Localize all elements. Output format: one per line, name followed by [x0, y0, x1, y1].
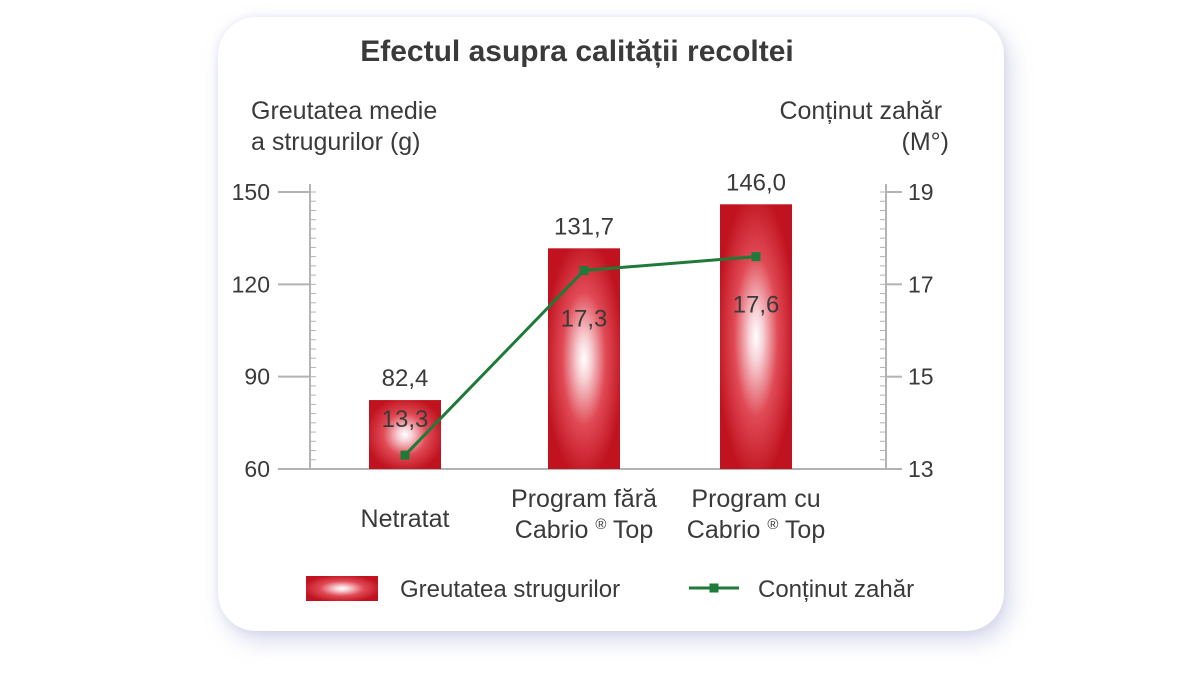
- line-point: [751, 252, 761, 262]
- category-label-line: Cabrio ® Top: [687, 516, 825, 544]
- y-right-title-line-2: (M°): [902, 128, 949, 156]
- y-right-tick-label: 17: [908, 271, 934, 297]
- y-right-axis-title: Conținut zahăr (M°): [779, 97, 949, 156]
- line-point: [400, 450, 410, 460]
- y-left-tick-label: 90: [244, 364, 270, 390]
- bar-value-label: 131,7: [554, 213, 614, 240]
- bar-value-label: 146,0: [726, 169, 786, 196]
- bars: 82,4 131,7 146,0: [369, 169, 792, 470]
- y-right-title-line-1: Conținut zahăr: [779, 97, 942, 125]
- y-left-tick-label: 60: [244, 456, 270, 482]
- bar: [720, 204, 792, 470]
- line-value-label: 13,3: [382, 406, 429, 433]
- bar-value-label: 82,4: [382, 365, 429, 392]
- y-left-axis-title: Greutatea medie a strugurilor (g): [251, 97, 444, 156]
- legend-bar-swatch: [306, 576, 378, 601]
- line-value-label: 17,6: [733, 292, 780, 319]
- legend-line-marker: [709, 583, 719, 593]
- line-value-label: 17,3: [561, 305, 608, 332]
- y-left-tick-label: 150: [232, 179, 270, 205]
- chart: Efectul asupra calității recoltei Greuta…: [232, 35, 949, 603]
- line-series: 13,3 17,3 17,6: [382, 252, 780, 460]
- bar: [548, 248, 620, 469]
- category-label: Netratat: [361, 505, 450, 533]
- category-label: Program cu Cabrio ® Top: [687, 485, 825, 544]
- chart-title: Efectul asupra calității recoltei: [360, 35, 794, 68]
- y-right-tick-label: 13: [908, 456, 934, 482]
- y-left-title-line-1: Greutatea medie: [251, 97, 437, 125]
- category-label-line: Netratat: [361, 505, 450, 533]
- legend: Greutatea strugurilor Conținut zahăr: [306, 576, 914, 603]
- legend-bar-label: Greutatea strugurilor: [400, 576, 620, 603]
- y-right-tick-label: 19: [908, 179, 934, 205]
- chart-card: Efectul asupra calității recoltei Greuta…: [218, 17, 1004, 631]
- category-label: Program fără Cabrio ® Top: [511, 485, 657, 544]
- category-label-line: Cabrio ® Top: [515, 516, 653, 544]
- legend-line-label: Conținut zahăr: [758, 576, 914, 603]
- category-label-line: Program fără: [511, 485, 657, 513]
- y-left-title-line-2: a strugurilor (g): [251, 128, 421, 156]
- y-right-tick-label: 15: [908, 364, 934, 390]
- category-label-line: Program cu: [691, 485, 820, 513]
- line-point: [579, 265, 589, 275]
- y-left-tick-label: 120: [232, 271, 270, 297]
